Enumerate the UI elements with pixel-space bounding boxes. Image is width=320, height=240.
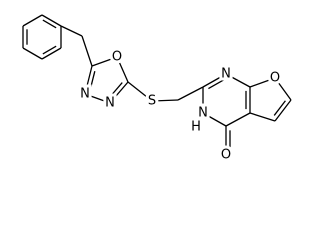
- bonds: [22, 14, 292, 155]
- atom-label: O: [112, 50, 122, 65]
- bond: [60, 25, 83, 37]
- atom-label: O: [270, 71, 280, 86]
- bond: [109, 81, 129, 104]
- bond: [109, 82, 123, 98]
- atom-label: N: [221, 67, 231, 82]
- atom-label: O: [221, 148, 231, 163]
- bond: [249, 77, 276, 88]
- bond: [202, 112, 227, 127]
- bond: [89, 71, 96, 91]
- bond: [274, 77, 292, 101]
- atom-label: H: [191, 120, 201, 135]
- atom-label: N: [80, 87, 90, 102]
- bond: [273, 100, 286, 116]
- bond: [127, 81, 153, 102]
- bond: [274, 99, 292, 122]
- molecule-diagram: O N N S N N H O O: [22, 14, 292, 166]
- bond: [225, 112, 251, 127]
- bond: [84, 65, 93, 95]
- bond: [202, 73, 227, 88]
- bond: [41, 47, 62, 60]
- bond: [225, 73, 251, 88]
- bond: [208, 78, 225, 90]
- bond: [42, 19, 57, 29]
- atom-label: N: [198, 106, 208, 121]
- atom-label: N: [105, 96, 115, 111]
- atom-label: S: [148, 94, 156, 109]
- bond: [116, 56, 129, 83]
- bond: [22, 14, 43, 27]
- bond: [177, 86, 204, 101]
- bond: [42, 45, 57, 55]
- bond: [249, 112, 276, 122]
- atom-labels: O N N S N N H O O: [77, 47, 283, 166]
- bond: [41, 14, 62, 27]
- bond: [151, 99, 179, 102]
- bond: [22, 47, 43, 60]
- bond: [84, 93, 111, 104]
- bond: [91, 56, 118, 67]
- bond: [81, 35, 93, 67]
